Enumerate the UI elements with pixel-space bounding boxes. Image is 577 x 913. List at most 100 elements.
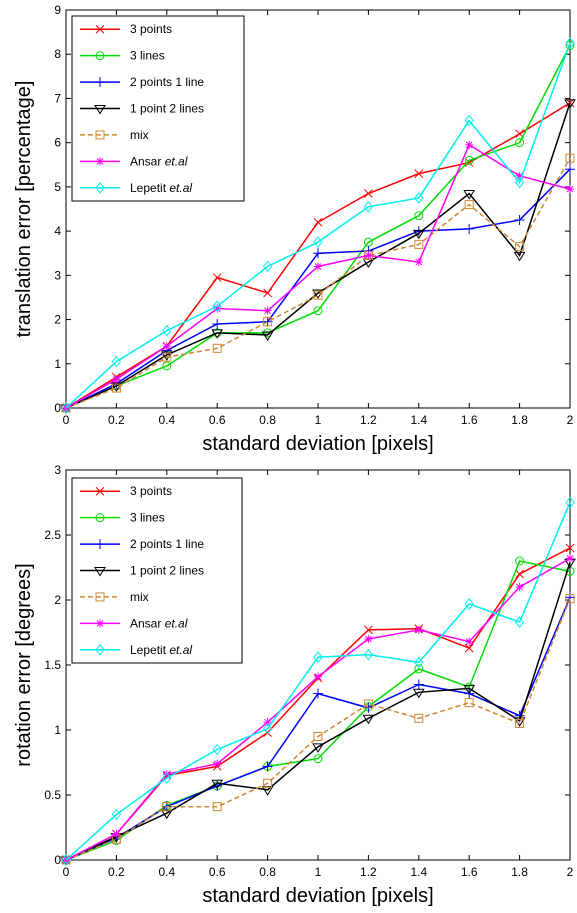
series-line	[65, 562, 571, 861]
y-tick-label: 2	[54, 593, 61, 607]
data-point	[464, 223, 475, 234]
data-point	[112, 375, 121, 384]
x-tick-label: 0.2	[108, 413, 125, 427]
y-tick-label: 9	[54, 3, 61, 17]
legend-marker	[95, 513, 105, 523]
data-point	[364, 635, 373, 643]
series-line	[65, 42, 571, 409]
data-point	[162, 324, 172, 337]
data-point	[515, 242, 525, 252]
data-point	[414, 625, 423, 634]
y-axis-title: translation error [percentage]	[13, 81, 35, 338]
y-tick-label: 0	[54, 853, 61, 867]
y-tick-label: 1	[54, 357, 61, 371]
data-point	[213, 759, 222, 768]
series-lepetit	[61, 37, 575, 414]
data-point	[111, 383, 121, 393]
legend-marker	[95, 181, 105, 194]
data-point	[364, 625, 373, 635]
y-tick-label: 5	[54, 180, 61, 194]
legend: 3 points 3 lines 2 points 1 line 1 point 2 …	[71, 477, 243, 664]
data-point	[565, 40, 575, 50]
x-tick-label: 1.2	[360, 413, 377, 427]
y-tick-label: 2.5	[44, 528, 61, 542]
data-point	[464, 114, 474, 127]
legend-marker	[95, 539, 105, 550]
data-point	[313, 306, 323, 316]
data-point	[262, 316, 273, 327]
legend-marker	[95, 130, 105, 140]
legend-label: 3 lines	[130, 511, 165, 525]
data-point	[313, 217, 323, 227]
data-point	[263, 317, 273, 327]
data-point	[464, 698, 474, 708]
data-point	[61, 402, 71, 414]
data-point	[515, 556, 525, 566]
x-tick-label: 0.4	[158, 413, 175, 427]
legend-marker	[95, 77, 105, 88]
legend-label: Lepetit et.al	[130, 643, 192, 657]
data-point	[364, 189, 373, 198]
data-point	[61, 854, 71, 866]
data-point	[514, 176, 525, 189]
data-point	[515, 138, 525, 148]
data-point	[314, 672, 322, 681]
data-point	[211, 329, 224, 339]
data-point	[464, 598, 474, 610]
data-point	[464, 200, 474, 210]
data-point	[414, 239, 424, 249]
data-point	[363, 648, 374, 661]
y-axis-title: rotation error [degrees]	[13, 563, 35, 766]
x-tick-label: 2	[567, 865, 574, 879]
y-tick-label: 0.5	[44, 788, 61, 802]
data-point	[162, 352, 172, 362]
data-point	[261, 331, 274, 341]
data-point	[414, 656, 424, 669]
data-point	[464, 643, 474, 653]
x-tick-label: 1.8	[511, 865, 528, 879]
x-tick-label: 1.8	[511, 413, 528, 427]
y-tick-label: 1	[54, 723, 61, 737]
data-point	[363, 200, 374, 213]
data-point	[211, 779, 224, 790]
data-point	[213, 304, 222, 313]
data-point	[312, 743, 324, 753]
x-tick-label: 1	[315, 413, 322, 427]
data-point	[160, 351, 173, 361]
data-point	[565, 594, 575, 604]
data-point	[162, 342, 171, 351]
x-tick-label: 1	[315, 865, 322, 879]
series-1-point-2-lines	[60, 99, 576, 414]
x-tick-label: 0	[63, 865, 70, 879]
data-point	[515, 569, 524, 579]
data-point	[565, 37, 575, 49]
data-point	[565, 164, 575, 175]
data-point	[162, 770, 171, 779]
legend-label: Lepetit et.al	[130, 181, 192, 195]
data-point	[465, 637, 474, 646]
legend-label: Ansar et.al	[130, 616, 188, 630]
data-point	[111, 808, 122, 821]
data-point	[313, 248, 323, 259]
data-point	[212, 343, 222, 353]
series-line	[65, 102, 571, 409]
x-tick-label: 1.6	[461, 413, 478, 427]
data-point	[515, 583, 524, 591]
x-tick-label: 1.4	[410, 865, 427, 879]
data-point	[514, 215, 525, 226]
data-point	[412, 688, 425, 699]
series-lepetit	[61, 496, 575, 866]
data-point	[463, 190, 476, 200]
data-point	[263, 778, 273, 788]
data-point	[364, 251, 373, 260]
x-tick-label: 0.4	[158, 865, 175, 879]
legend-label: 2 points 1 line	[130, 75, 204, 89]
data-point	[212, 318, 223, 329]
data-point	[162, 361, 172, 371]
data-point	[414, 169, 424, 178]
data-point	[263, 306, 272, 315]
legend-label: 3 points	[130, 22, 172, 36]
y-tick-label: 7	[54, 91, 61, 105]
y-tick-label: 0	[54, 401, 61, 415]
y-tick-label: 4	[54, 224, 61, 238]
